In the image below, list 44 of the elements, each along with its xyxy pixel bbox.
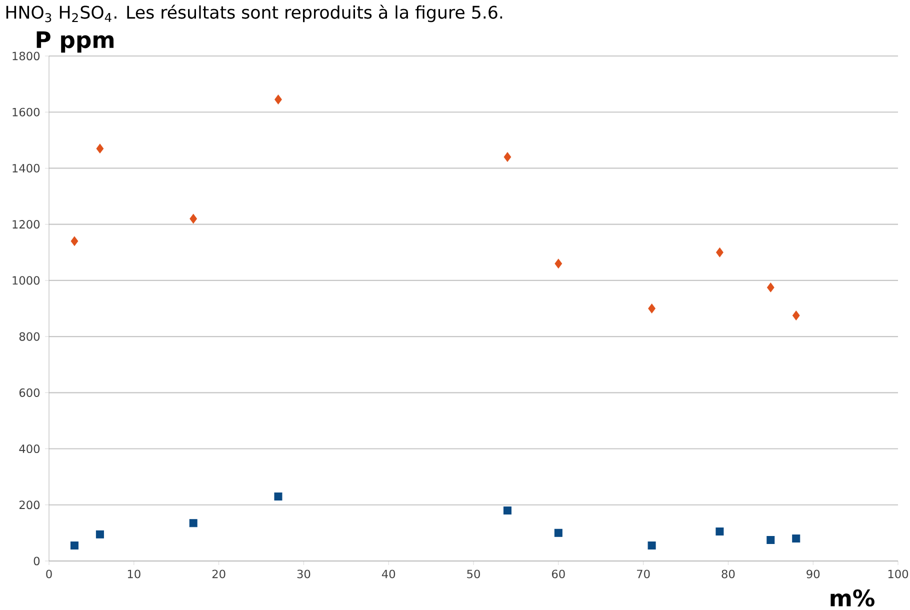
x-tick-label: 20 (212, 570, 226, 578)
y-tick-label: 200 (20, 500, 40, 510)
x-tick-label: 50 (467, 570, 480, 578)
point (648, 542, 656, 550)
x-tick-label: 80 (722, 570, 735, 578)
point (554, 258, 562, 268)
x-axis-title: m% (830, 589, 874, 607)
chart-title: P ppm (36, 31, 114, 53)
point (503, 506, 512, 514)
x-tick-label: 30 (297, 570, 310, 578)
x-tick-label: 70 (637, 570, 650, 578)
point (766, 282, 774, 292)
text: HNO$_{3}$ H$_{2}$SO$_{4}$. Les résultats sont reproduits à la figure 5.6. (6, 4, 502, 22)
point (716, 248, 724, 258)
y-tick-label: 1200 (12, 220, 40, 229)
point (792, 310, 800, 320)
point (648, 304, 656, 314)
point (274, 492, 282, 500)
y-tick-label: 1000 (12, 276, 40, 285)
point (274, 94, 282, 104)
point (190, 214, 198, 224)
point (792, 534, 800, 543)
point (189, 519, 198, 528)
x-tick-label: 10 (128, 570, 140, 578)
point (70, 236, 78, 246)
x-tick-label: 40 (382, 570, 396, 578)
point (766, 536, 775, 544)
point (504, 152, 512, 162)
point (96, 530, 104, 538)
y-tick-label: 0 (34, 556, 40, 566)
y-tick-label: 400 (19, 444, 40, 454)
point (716, 528, 724, 536)
point (554, 528, 562, 537)
y-tick-label: 1800 (12, 52, 40, 60)
x-tick-label: 60 (552, 570, 565, 578)
y-tick-label: 600 (19, 388, 40, 397)
point (96, 144, 104, 154)
x-tick-label: 90 (806, 570, 820, 578)
y-tick-label: 1600 (12, 108, 40, 116)
y-tick-label: 800 (19, 332, 40, 341)
x-tick-label: 0 (46, 570, 52, 578)
point (70, 542, 78, 550)
y-tick-label: 1400 (12, 164, 40, 173)
x-tick-label: 100 (888, 570, 908, 578)
